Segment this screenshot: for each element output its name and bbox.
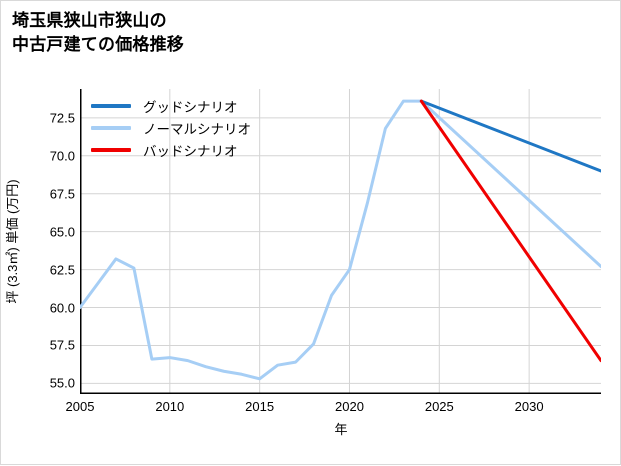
legend-color-swatch: [91, 126, 131, 130]
legend-item[interactable]: ノーマルシナリオ: [91, 117, 301, 139]
chart-title: 埼玉県狭山市狭山の 中古戸建ての価格推移: [12, 11, 184, 54]
legend-item[interactable]: バッドシナリオ: [91, 139, 301, 161]
y-tick-label: 67.5: [49, 186, 75, 202]
legend-color-swatch: [91, 104, 131, 108]
y-axis-label-wrapper: 坪 (3.3㎡) 単価 (万円): [1, 89, 21, 394]
y-tick-label: 65.0: [49, 224, 75, 240]
x-tick-label: 2020: [335, 399, 364, 414]
legend-color-swatch: [91, 148, 131, 152]
legend-label: バッドシナリオ: [143, 144, 238, 159]
y-axis-ticks: 55.0 57.5 60.0 62.5 65.0 67.5 70.0 72.5: [27, 1, 75, 466]
plot-area: [80, 89, 601, 394]
y-tick-label: 72.5: [49, 110, 75, 126]
legend-label: ノーマルシナリオ: [143, 122, 251, 137]
y-tick-label: 55.0: [49, 375, 75, 391]
x-tick-label: 2010: [155, 399, 185, 414]
x-axis-label: 年: [334, 422, 348, 437]
chart-legend: グッドシナリオ ノーマルシナリオ バッドシナリオ: [91, 95, 301, 161]
legend-label: グッドシナリオ: [143, 100, 238, 115]
y-axis-label: 坪 (3.3㎡) 単価 (万円): [4, 179, 20, 304]
x-tick-label: 2030: [514, 399, 544, 414]
y-tick-label: 62.5: [49, 262, 75, 278]
x-tick-label: 2015: [245, 399, 275, 414]
y-tick-label: 60.0: [49, 300, 75, 315]
x-tick-label: 2025: [424, 399, 454, 414]
legend-item[interactable]: グッドシナリオ: [91, 95, 301, 117]
x-tick-label: 2005: [65, 399, 95, 414]
y-tick-label: 70.0: [49, 148, 75, 164]
y-tick-label: 57.5: [49, 337, 75, 353]
chart-canvas: [80, 89, 601, 394]
